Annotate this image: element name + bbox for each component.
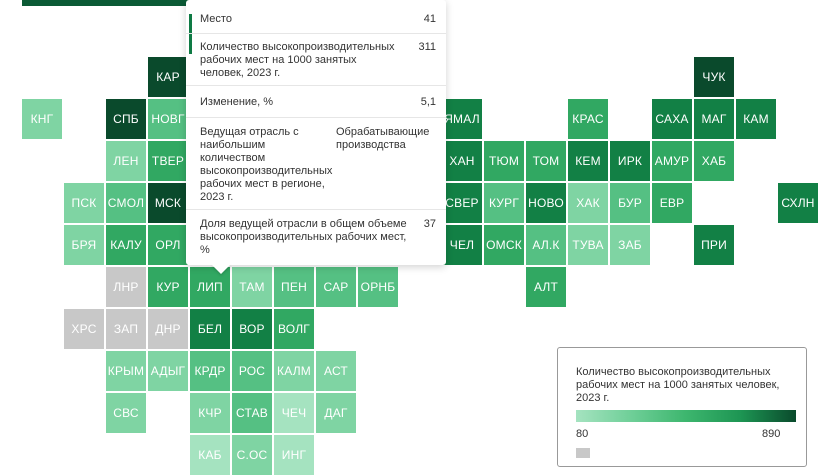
region-tile[interactable]: ОМСК [484,225,524,265]
region-tile[interactable]: ЧУК [694,57,734,97]
region-tile[interactable]: КЧР [190,393,230,433]
region-tile[interactable]: ЯМАЛ [442,99,482,139]
legend-gradient [576,410,796,422]
tooltip-row-rank: Место 41 [186,0,446,34]
tooltip-label: Доля ведущей отрасли в общем объеме высо… [200,218,407,256]
tooltip-value: Обрабатывающие производства [336,126,430,151]
region-tile[interactable]: МАГ [694,99,734,139]
tooltip-value: 311 [418,41,436,53]
region-tile[interactable]: С.ОС [232,435,272,475]
region-tile[interactable]: КНГ [22,99,62,139]
region-tile[interactable]: МСК [148,183,188,223]
region-tile[interactable]: КУР [148,267,188,307]
region-tile[interactable]: КАМ [736,99,776,139]
region-tile[interactable]: ПЕН [274,267,314,307]
region-tile[interactable]: ЗАБ [610,225,650,265]
region-tile[interactable]: ТУВА [568,225,608,265]
region-tile[interactable]: ЛИП [190,267,230,307]
tooltip-pointer [211,264,231,274]
region-tile[interactable]: КАР [148,57,188,97]
region-tile[interactable]: КАЛМ [274,351,314,391]
region-tile[interactable]: СТАВ [232,393,272,433]
region-tile[interactable]: АЛТ [526,267,566,307]
region-tooltip: Место 41 Количество высокопроизводительн… [186,0,446,274]
legend-max: 890 [762,428,781,440]
tooltip-row-share: Доля ведущей отрасли в общем объеме высо… [186,210,446,260]
tooltip-label: Количество высокопроизводительных рабочи… [200,41,395,79]
region-tile[interactable]: ТЮМ [484,141,524,181]
region-tile[interactable]: ХРС [64,309,104,349]
region-tile[interactable]: ДНР [148,309,188,349]
region-tile[interactable]: НОВО [526,183,566,223]
region-tile[interactable]: ХАК [568,183,608,223]
region-tile[interactable]: КРДР [190,351,230,391]
region-tile[interactable]: КРАС [568,99,608,139]
region-tile[interactable]: ЛЕН [106,141,146,181]
region-tile[interactable]: КУРГ [484,183,524,223]
tooltip-row-change: Изменение, % 5,1 [186,86,446,118]
region-tile[interactable]: РОС [232,351,272,391]
region-tile[interactable]: ЧЕЧ [274,393,314,433]
region-tile[interactable]: АСТ [316,351,356,391]
color-legend: Количество высокопроизводительных рабочи… [557,347,807,467]
tooltip-row-jobs: Количество высокопроизводительных рабочи… [186,34,446,86]
header-bar [22,0,192,6]
region-tile[interactable]: НОВГ [148,99,188,139]
tooltip-label: Ведущая отрасль с наибольшим количеством… [200,126,333,203]
region-tile[interactable]: КРЫМ [106,351,146,391]
region-tile[interactable]: АДЫГ [148,351,188,391]
region-tile[interactable]: СХЛН [778,183,818,223]
region-tile[interactable]: ТОМ [526,141,566,181]
region-tile[interactable]: ИРК [610,141,650,181]
region-tile[interactable]: АЛ.К [526,225,566,265]
legend-min: 80 [576,428,589,440]
tooltip-value: 5,1 [420,96,436,108]
region-tile[interactable]: ХАН [442,141,482,181]
region-tile[interactable]: ОРНБ [358,267,398,307]
region-tile[interactable]: САХА [652,99,692,139]
region-tile[interactable]: САР [316,267,356,307]
region-tile[interactable]: ДАГ [316,393,356,433]
tooltip-label: Место [200,13,232,25]
region-tile[interactable]: ПСК [64,183,104,223]
region-tile[interactable]: СВЕР [442,183,482,223]
region-tile[interactable]: ХАБ [694,141,734,181]
region-tile[interactable]: СПБ [106,99,146,139]
region-tile[interactable]: КЕМ [568,141,608,181]
region-tile[interactable]: БЕЛ [190,309,230,349]
tooltip-accent [189,14,192,54]
region-tile[interactable]: БРЯ [64,225,104,265]
region-tile[interactable]: КАЛУ [106,225,146,265]
region-tile[interactable]: СМОЛ [106,183,146,223]
region-tile[interactable]: АМУР [652,141,692,181]
region-tile[interactable]: ТВЕР [148,141,188,181]
region-tile[interactable]: ЧЕЛ [442,225,482,265]
region-tile[interactable]: ИНГ [274,435,314,475]
tooltip-value: 37 [423,218,436,230]
region-tile[interactable]: СВС [106,393,146,433]
region-tile[interactable]: ЗАП [106,309,146,349]
region-tile[interactable]: ЛНР [106,267,146,307]
tile-grid-map: КАР ЧУК КНГ СПБ НОВГ ЯМАЛ КРАС САХА МАГ КАМ ЛЕН ТВЕ… [22,57,818,475]
legend-title: Количество высокопроизводительных рабочи… [576,366,780,404]
tooltip-label: Изменение, % [200,96,274,108]
region-tile[interactable]: ОРЛ [148,225,188,265]
region-tile[interactable]: БУР [610,183,650,223]
region-tile[interactable]: КАБ [190,435,230,475]
tooltip-row-industry: Ведущая отрасль с наибольшим количеством… [186,118,446,210]
region-tile[interactable]: ВОЛГ [274,309,314,349]
tooltip-value: 41 [423,13,436,25]
region-tile[interactable]: ВОР [232,309,272,349]
region-tile[interactable]: ПРИ [694,225,734,265]
region-tile[interactable]: ЕВР [652,183,692,223]
region-tile[interactable]: ТАМ [232,267,272,307]
